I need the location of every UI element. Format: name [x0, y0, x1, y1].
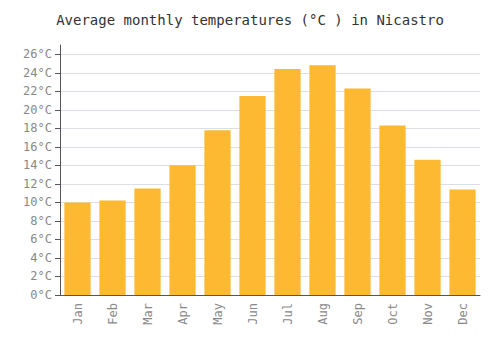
svg-text:Feb: Feb: [106, 303, 120, 325]
svg-text:Aug: Aug: [316, 303, 330, 325]
svg-text:18°C: 18°C: [23, 121, 52, 135]
svg-text:Nov: Nov: [421, 303, 435, 325]
svg-text:Jul: Jul: [281, 303, 295, 325]
svg-text:4°C: 4°C: [30, 251, 52, 265]
svg-text:10°C: 10°C: [23, 195, 52, 209]
svg-text:Dec: Dec: [456, 303, 470, 325]
svg-text:12°C: 12°C: [23, 177, 52, 191]
svg-text:Average monthly temperatures (: Average monthly temperatures (°C ) in Ni…: [56, 12, 444, 28]
svg-text:2°C: 2°C: [30, 269, 52, 283]
svg-text:Mar: Mar: [141, 303, 155, 325]
svg-text:Oct: Oct: [386, 303, 400, 325]
svg-text:24°C: 24°C: [23, 66, 52, 80]
svg-text:8°C: 8°C: [30, 214, 52, 228]
svg-text:14°C: 14°C: [23, 158, 52, 172]
svg-text:16°C: 16°C: [23, 140, 52, 154]
svg-text:22°C: 22°C: [23, 84, 52, 98]
svg-text:6°C: 6°C: [30, 232, 52, 246]
svg-text:Apr: Apr: [176, 303, 190, 325]
svg-text:Jan: Jan: [71, 303, 85, 325]
svg-text:26°C: 26°C: [23, 47, 52, 61]
svg-text:May: May: [211, 303, 225, 325]
svg-text:20°C: 20°C: [23, 103, 52, 117]
svg-text:0°C: 0°C: [30, 288, 52, 302]
svg-text:Sep: Sep: [351, 303, 365, 325]
svg-text:Jun: Jun: [246, 303, 260, 325]
